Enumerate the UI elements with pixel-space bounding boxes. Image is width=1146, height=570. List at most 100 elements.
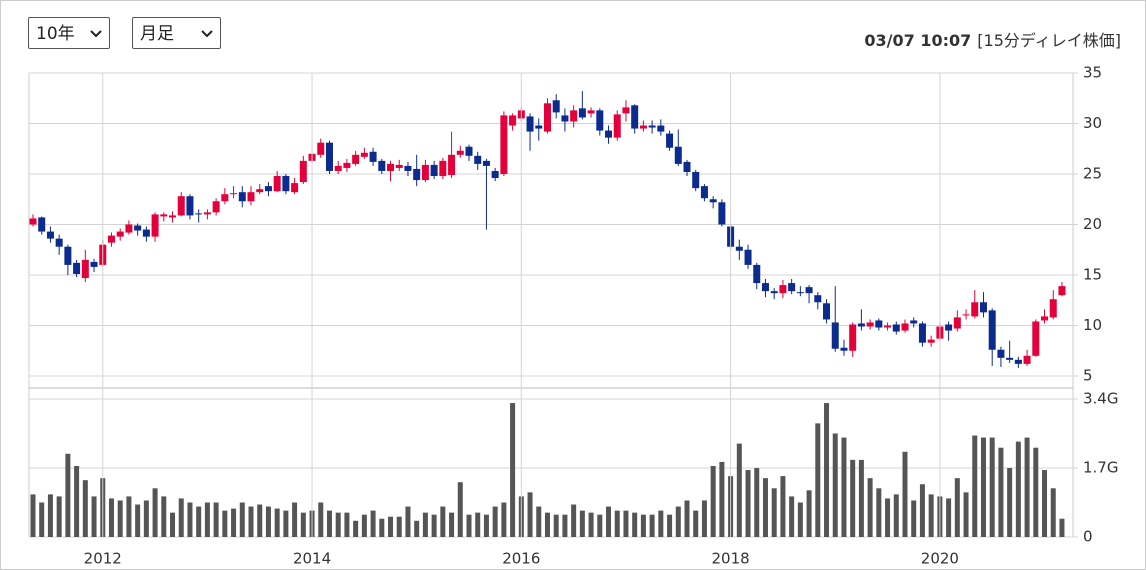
- candle-body: [718, 202, 726, 225]
- candle-body: [325, 142, 333, 171]
- volume-bar: [422, 512, 428, 537]
- volume-bar: [893, 494, 899, 537]
- candle-body: [735, 246, 743, 251]
- candle-body: [299, 160, 307, 183]
- candle-body: [866, 322, 874, 327]
- candle-body: [360, 152, 368, 157]
- period-select[interactable]: 10年: [28, 17, 110, 49]
- candle-body: [169, 215, 177, 218]
- volume-bar: [797, 502, 803, 537]
- candle-body: [369, 151, 377, 162]
- candle-body: [73, 262, 81, 274]
- volume-bar: [283, 510, 289, 537]
- volume-bar: [449, 512, 455, 537]
- volume-bar: [693, 510, 699, 537]
- interval-select[interactable]: 月足: [132, 17, 221, 49]
- candle-body: [448, 154, 456, 176]
- candle-body: [264, 186, 272, 192]
- candle-body: [465, 146, 473, 156]
- candle-body: [291, 183, 299, 193]
- volume-bar: [265, 506, 271, 537]
- candle-body: [212, 201, 220, 213]
- volume-bar: [562, 514, 568, 537]
- volume-bar: [231, 508, 237, 537]
- candle-body: [796, 292, 804, 294]
- volume-bar: [527, 492, 533, 537]
- candle-body: [107, 235, 115, 243]
- candle-body: [491, 170, 499, 179]
- volume-bar: [152, 488, 158, 537]
- candle-body: [884, 325, 892, 328]
- volume-bar: [361, 514, 367, 537]
- candle-body: [1023, 355, 1031, 364]
- volume-bar: [431, 514, 437, 537]
- period-value: 10年: [36, 24, 75, 44]
- x-tick-label: 2020: [921, 550, 959, 568]
- candle-body: [456, 150, 464, 155]
- candle-body: [561, 115, 569, 122]
- candle-body: [927, 339, 935, 343]
- timestamp-box: 03/07 10:07 [15分ディレイ株価]: [864, 27, 1121, 51]
- candle-body: [910, 320, 918, 324]
- volume-bar: [300, 512, 306, 537]
- candle-body: [317, 142, 325, 155]
- candle-body: [177, 196, 185, 216]
- volume-bar: [675, 506, 681, 537]
- candle-body: [334, 165, 342, 171]
- volume-bar: [980, 437, 986, 537]
- volume-bar: [536, 506, 542, 537]
- volume-bar: [344, 512, 350, 537]
- candle-body: [439, 160, 447, 177]
- volume-bar: [396, 516, 402, 537]
- candle-body: [709, 199, 717, 203]
- candle-body: [578, 108, 586, 118]
- volume-bar: [684, 500, 690, 537]
- volume-bar: [571, 504, 577, 537]
- y-tick-label: 0: [1083, 528, 1093, 546]
- candle-body: [988, 310, 996, 350]
- volume-bar: [824, 403, 830, 537]
- candle-body: [587, 110, 595, 114]
- candle-body: [639, 125, 647, 129]
- x-tick-label: 2016: [502, 550, 540, 568]
- y-tick-label: 3.4G: [1083, 390, 1118, 408]
- y-tick-label: 1.7G: [1083, 459, 1118, 477]
- candle-body: [840, 347, 848, 351]
- candle-body: [744, 249, 752, 265]
- volume-bar: [483, 514, 489, 537]
- volume-bar: [832, 433, 838, 537]
- volume-bar: [614, 510, 620, 537]
- volume-bar: [1033, 447, 1039, 537]
- y-tick-label: 10: [1083, 316, 1102, 334]
- candle-body: [55, 238, 63, 247]
- candle-body: [997, 349, 1005, 358]
- candle-body: [125, 224, 133, 233]
- candle-body: [692, 171, 700, 189]
- volume-bar: [475, 512, 481, 537]
- candle-body: [282, 176, 290, 192]
- volume-bar: [649, 514, 655, 537]
- volume-bar: [719, 461, 725, 537]
- volume-bar: [1024, 437, 1030, 537]
- candle-body: [683, 161, 691, 172]
- x-tick-label: 2018: [712, 550, 750, 568]
- candle-body: [387, 163, 395, 171]
- candle-body: [352, 154, 360, 164]
- volume-bar: [919, 484, 925, 537]
- volume-bar: [850, 459, 856, 537]
- candle-body: [770, 291, 778, 294]
- candle-body: [500, 115, 508, 174]
- volume-bar: [335, 512, 341, 537]
- volume-bar: [56, 496, 62, 537]
- candle-body: [779, 285, 787, 294]
- plot-frame: [28, 72, 1074, 538]
- candle-body: [46, 231, 54, 239]
- volume-bar: [388, 516, 394, 537]
- volume-bar: [126, 496, 132, 537]
- volume-bar: [405, 506, 411, 537]
- volume-bar: [108, 498, 114, 537]
- candle-body: [953, 317, 961, 329]
- volume-bar: [213, 502, 219, 537]
- volume-bar: [161, 496, 167, 537]
